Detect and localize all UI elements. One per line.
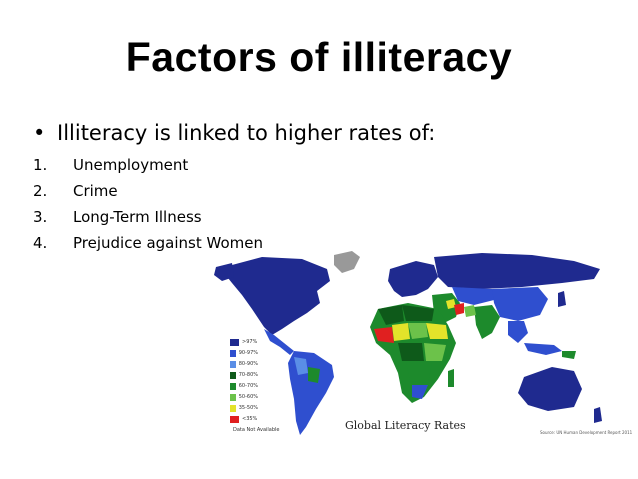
map-region-south-america: [288, 351, 334, 435]
bullet-text: Illiteracy is linked to higher rates of:: [57, 121, 436, 145]
legend-label: <35%: [242, 416, 258, 422]
list-number: 3.: [33, 208, 48, 226]
list-item: 2. Crime: [33, 182, 263, 208]
legend-swatch: [230, 338, 239, 346]
map-region-australia: [518, 367, 582, 411]
legend-item: <35%: [230, 414, 258, 424]
legend-item: 70-80%: [230, 370, 258, 380]
legend-label: 35-50%: [238, 405, 258, 411]
legend-swatch: [230, 349, 236, 357]
list-text: Unemployment: [73, 156, 189, 174]
map-region-china: [492, 287, 548, 321]
legend-swatch: [230, 393, 236, 401]
map-region-central-america: [264, 329, 294, 355]
list-number: 1.: [33, 156, 48, 174]
legend-item: 90-97%: [230, 348, 258, 358]
list-number: 2.: [33, 182, 48, 200]
legend-label: 80-90%: [238, 361, 258, 367]
bullet-point: • Illiteracy is linked to higher rates of…: [33, 121, 435, 145]
list-text: Crime: [73, 182, 118, 200]
factor-list: 1. Unemployment 2. Crime 3. Long-Term Illne…: [33, 156, 263, 260]
legend-swatch: [230, 415, 239, 423]
bullet-icon: •: [33, 121, 46, 145]
slide-title: Factors of illiteracy: [125, 34, 513, 80]
list-number: 4.: [33, 234, 48, 252]
legend-label: 70-80%: [238, 372, 258, 378]
legend-label: >97%: [242, 339, 258, 345]
list-text: Long-Term Illness: [73, 208, 202, 226]
map-region-greenland: [334, 251, 360, 273]
map-title: Global Literacy Rates: [345, 419, 466, 432]
list-item: 3. Long-Term Illness: [33, 208, 263, 234]
map-region-north-america: [224, 257, 330, 335]
legend-label: 50-60%: [238, 394, 258, 400]
legend-swatch: [230, 404, 236, 412]
legend-label: 90-97%: [238, 350, 258, 356]
map-legend: >97% 90-97% 80-90% 70-80% 60-70% 50-60% …: [230, 337, 280, 436]
legend-item: >97%: [230, 337, 258, 347]
map-source: Source: UN Human Development Report 2011: [540, 430, 633, 435]
map-region-india: [474, 305, 500, 339]
legend-swatch: [230, 360, 236, 368]
legend-label: Data Not Available: [233, 427, 280, 433]
legend-label: 60-70%: [238, 383, 258, 389]
legend-item: Data Not Available: [230, 425, 280, 435]
legend-item: 35-50%: [230, 403, 258, 413]
list-item: 1. Unemployment: [33, 156, 263, 182]
legend-item: 80-90%: [230, 359, 258, 369]
map-region-russia: [434, 253, 600, 289]
list-item: 4. Prejudice against Women: [33, 234, 263, 260]
map-region-europe: [388, 261, 438, 297]
legend-swatch: [230, 382, 236, 390]
list-text: Prejudice against Women: [73, 234, 263, 252]
legend-item: 50-60%: [230, 392, 258, 402]
legend-swatch: [230, 371, 236, 379]
world-literacy-map: [202, 247, 620, 445]
legend-item: 60-70%: [230, 381, 258, 391]
